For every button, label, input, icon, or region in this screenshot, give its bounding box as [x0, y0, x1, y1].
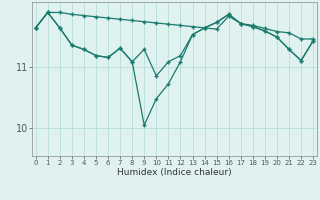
X-axis label: Humidex (Indice chaleur): Humidex (Indice chaleur)	[117, 168, 232, 177]
